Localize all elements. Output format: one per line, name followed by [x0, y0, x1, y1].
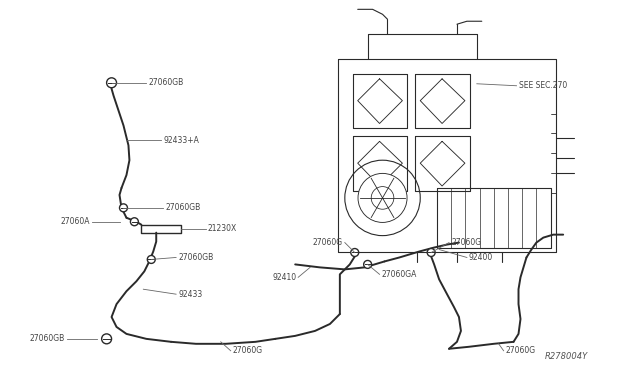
Text: 21230X: 21230X — [208, 224, 237, 233]
Text: 92400: 92400 — [469, 253, 493, 262]
Circle shape — [364, 260, 372, 268]
Text: 27060GB: 27060GB — [178, 253, 213, 262]
Text: 27060GA: 27060GA — [381, 270, 417, 279]
Text: 27060A: 27060A — [60, 217, 90, 226]
Text: 27060GB: 27060GB — [165, 203, 200, 212]
Text: 27060GB: 27060GB — [29, 334, 65, 343]
Circle shape — [147, 256, 156, 263]
Circle shape — [351, 248, 358, 256]
Circle shape — [358, 173, 407, 222]
Circle shape — [371, 187, 394, 209]
Text: 27060GB: 27060GB — [148, 78, 184, 87]
Text: 27060G: 27060G — [233, 346, 263, 355]
Text: 92410: 92410 — [272, 273, 296, 282]
Circle shape — [107, 78, 116, 88]
Text: 27060G: 27060G — [451, 238, 481, 247]
Text: SEE SEC.270: SEE SEC.270 — [518, 81, 567, 90]
Circle shape — [102, 334, 111, 344]
Text: 27060G: 27060G — [313, 238, 343, 247]
Text: R278004Y: R278004Y — [545, 352, 588, 361]
Text: 92433: 92433 — [178, 290, 202, 299]
Circle shape — [427, 248, 435, 256]
Circle shape — [131, 218, 138, 226]
Text: 92433+A: 92433+A — [163, 136, 199, 145]
Circle shape — [120, 204, 127, 212]
Text: 27060G: 27060G — [506, 346, 536, 355]
Circle shape — [345, 160, 420, 235]
